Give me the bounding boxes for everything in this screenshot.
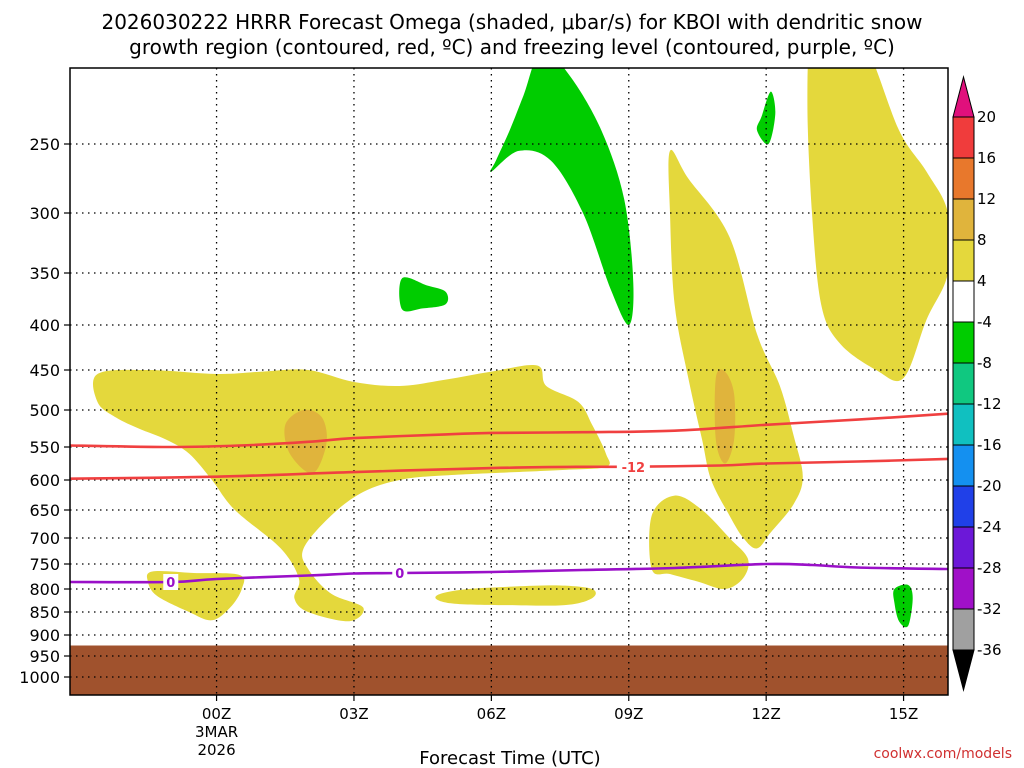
contour-label-bg bbox=[392, 565, 408, 581]
omega-region-orange-right-spot bbox=[714, 369, 736, 464]
colorbar-swatch bbox=[952, 567, 975, 610]
contour-dgz_lower bbox=[70, 457, 948, 480]
plot-area: 0 0 -12 250 300 350 400 450 500 550 600 650 700 750 80… bbox=[19, 67, 949, 759]
colorbar-label--24: -24 bbox=[977, 518, 1002, 536]
y-tick-label-600: 600 bbox=[29, 471, 60, 490]
omega-region-green-small-box bbox=[399, 277, 449, 312]
plot-frame bbox=[69, 67, 949, 696]
y-tick-label-750: 750 bbox=[29, 555, 60, 574]
contour-label-freezing_level: 0 bbox=[166, 576, 175, 591]
y-tick-label-350: 350 bbox=[29, 264, 60, 283]
y-tick-label-500: 500 bbox=[29, 401, 60, 420]
x-tick-date-label: 3MAR bbox=[195, 723, 238, 741]
colorbar-label-8: 8 bbox=[977, 231, 987, 249]
colorbar-swatch bbox=[952, 280, 975, 323]
omega-region-green-top-right bbox=[756, 91, 776, 145]
chart-title-line-1: 2026030222 HRRR Forecast Omega (shaded, … bbox=[101, 10, 922, 34]
contour-freezing_level bbox=[70, 562, 948, 584]
colorbar-swatch bbox=[952, 239, 975, 282]
x-tick-label-09Z: 09Z bbox=[614, 705, 643, 723]
y-tick-label-550: 550 bbox=[29, 438, 60, 457]
colorbar-swatch bbox=[952, 116, 975, 159]
colorbar: 20 16 12 8 4 -4 -8 -12 -16 -20 -24 -28 -32 -36 bbox=[952, 75, 1002, 692]
y-tick-label-850: 850 bbox=[29, 603, 60, 622]
colorbar-label--28: -28 bbox=[977, 559, 1002, 577]
colorbar-swatch bbox=[952, 403, 975, 446]
x-tick-label-00Z: 00Z bbox=[202, 705, 231, 723]
x-tick-label-12Z: 12Z bbox=[751, 705, 780, 723]
colorbar-label-4: 4 bbox=[977, 272, 987, 290]
omega-region-yellow-left-blob bbox=[92, 364, 610, 622]
colorbar-label--4: -4 bbox=[977, 313, 992, 331]
omega-region-yellow-right-column bbox=[668, 149, 803, 549]
contour-label-freezing_level: 0 bbox=[395, 567, 404, 582]
contour-label-bg bbox=[163, 574, 179, 590]
y-tick-label-250: 250 bbox=[29, 135, 60, 154]
colorbar-swatch bbox=[952, 321, 975, 364]
x-tick-label-03Z: 03Z bbox=[339, 705, 368, 723]
contour-dgz_upper bbox=[70, 412, 948, 449]
colorbar-over-triangle bbox=[952, 75, 975, 118]
colorbar-label-20: 20 bbox=[977, 108, 996, 126]
y-tick-label-400: 400 bbox=[29, 316, 60, 335]
y-tick-label-950: 950 bbox=[29, 647, 60, 666]
omega-region-yellow-bottom-middle bbox=[435, 585, 596, 606]
colorbar-swatch bbox=[952, 198, 975, 241]
colorbar-swatch bbox=[952, 485, 975, 528]
ground-terrain bbox=[70, 645, 948, 695]
colorbar-swatch bbox=[952, 157, 975, 200]
colorbar-label--16: -16 bbox=[977, 436, 1002, 454]
colorbar-label--20: -20 bbox=[977, 477, 1002, 495]
colorbar-swatch bbox=[952, 608, 975, 651]
x-tick-year-label: 2026 bbox=[197, 741, 235, 759]
colorbar-label--32: -32 bbox=[977, 600, 1002, 618]
colorbar-label-16: 16 bbox=[977, 149, 996, 167]
plot-contents: 0 0 -12 bbox=[70, 68, 948, 695]
credit-text[interactable]: coolwx.com/models bbox=[874, 746, 1012, 762]
y-tick-label-650: 650 bbox=[29, 501, 60, 520]
y-tick-label-700: 700 bbox=[29, 529, 60, 548]
colorbar-swatch bbox=[952, 362, 975, 405]
omega-region-green-bottom-right bbox=[893, 584, 913, 628]
colorbar-label--12: -12 bbox=[977, 395, 1002, 413]
omega-region-green-upper-arc bbox=[490, 68, 634, 326]
colorbar-label-12: 12 bbox=[977, 190, 996, 208]
contour-label-dgz_lower: -12 bbox=[622, 461, 646, 476]
x-axis-label: Forecast Time (UTC) bbox=[419, 748, 600, 768]
colorbar-swatch bbox=[952, 526, 975, 569]
y-tick-label-300: 300 bbox=[29, 204, 60, 223]
contour-label-bg bbox=[616, 458, 650, 475]
y-tick-label-900: 900 bbox=[29, 626, 60, 645]
chart-title-line-2: growth region (contoured, red, ºC) and f… bbox=[129, 35, 895, 59]
omega-region-yellow-far-right bbox=[807, 68, 948, 382]
colorbar-label--36: -36 bbox=[977, 641, 1002, 659]
y-tick-label-450: 450 bbox=[29, 361, 60, 380]
y-tick-label-800: 800 bbox=[29, 580, 60, 599]
y-tick-label-1000: 1000 bbox=[19, 668, 60, 687]
x-tick-label-15Z: 15Z bbox=[889, 705, 918, 723]
x-tick-label-06Z: 06Z bbox=[477, 705, 506, 723]
colorbar-label--8: -8 bbox=[977, 354, 992, 372]
colorbar-under-triangle bbox=[952, 649, 975, 692]
colorbar-swatch bbox=[952, 444, 975, 487]
